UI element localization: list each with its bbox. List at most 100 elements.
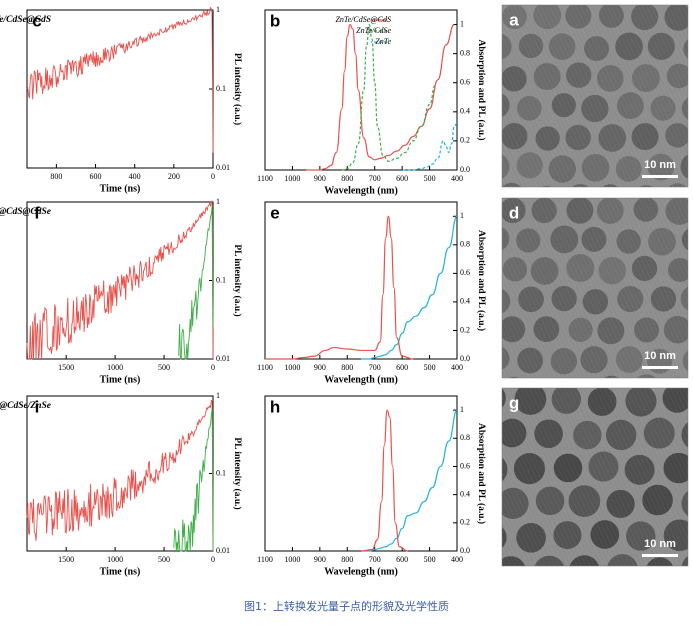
y-tick-label: 0.1 [216, 84, 226, 93]
x-tick-label: 800 [50, 172, 62, 181]
sample-title: ZnTe/CdSe@CdS@CdSe/ZnSe [0, 401, 52, 411]
y-tick-label: 0.4 [460, 297, 470, 306]
legend-entry: ZnTe/CdSe@CdS [335, 15, 391, 24]
plot-frame [26, 395, 214, 552]
y-tick-label: 0.8 [460, 433, 470, 442]
y-axis-label: PL intensity (a.u.) [232, 437, 243, 509]
series-c-0 [26, 6, 214, 153]
y-axis-label: PL intensity (a.u.) [232, 53, 243, 125]
plot-frame [26, 201, 214, 360]
x-tick-label: 1100 [257, 363, 273, 372]
nanocrystal [466, 185, 491, 210]
scale-bar [642, 554, 678, 557]
panel-letter-f: f [34, 203, 40, 222]
chart-panel-b: 400 500 600 700 800 900 1000 1100 0.0 0.2 0.4 0.6 0.… [257, 9, 487, 196]
panel-letter-e: e [270, 203, 279, 222]
series-f-1 [178, 205, 214, 360]
scale-bar-label: 10 nm [644, 538, 676, 550]
x-axis-label: Time (ns) [100, 183, 141, 194]
panel-letter-h: h [270, 397, 280, 416]
chart-panel-e: 400 500 600 700 800 900 1000 1100 0.0 0.2 0.4 0.6 0.… [257, 201, 487, 385]
y-tick-label: 0.1 [216, 468, 226, 477]
x-tick-label: 900 [314, 363, 326, 372]
series-e-0 [361, 215, 458, 360]
y-axis-label: Absorption and PL (a.u.) [476, 230, 487, 331]
scale-bar [642, 175, 678, 178]
nanocrystal [466, 198, 492, 224]
x-tick-label: 900 [314, 555, 326, 564]
x-tick-label: 500 [158, 555, 170, 564]
x-tick-label: 400 [451, 363, 463, 372]
x-tick-label: 1500 [58, 555, 74, 564]
series-i-1 [173, 408, 214, 552]
y-tick-label: 1 [216, 197, 220, 206]
y-tick-label: 1 [216, 5, 220, 14]
x-tick-label: 600 [396, 363, 408, 372]
x-tick-label: 1000 [107, 363, 123, 372]
y-axis-label: Absorption and PL (a.u.) [476, 423, 487, 524]
nanocrystal [462, 555, 491, 584]
scale-bar [642, 366, 678, 369]
plot-frame [264, 201, 458, 360]
series-i-0 [26, 399, 214, 552]
charts: 400500600700800900100011000.00.20.40.60.… [0, 5, 487, 577]
x-tick-label: 1000 [284, 174, 300, 183]
y-tick-label: 0.0 [460, 165, 470, 174]
y-tick-label: 0.2 [460, 136, 470, 145]
figure-caption: 图1：上转换发光量子点的形貌及光学性质 [244, 600, 449, 613]
chart-panel-i: 0 500 1000 1500 0.01 0.1 1 Time (ns) PL intensit… [0, 391, 243, 577]
series-b-2 [402, 122, 458, 171]
sample-title: ZnTe/CdSe@CdS@CdSe [0, 207, 52, 217]
chart-panel-f: 0 500 1000 1500 0.01 0.1 1 Time (ns) PL intensit… [0, 197, 243, 385]
x-tick-label: 0 [211, 363, 215, 372]
y-tick-label: 0.8 [460, 48, 470, 57]
x-tick-label: 400 [451, 555, 463, 564]
y-tick-label: 0.6 [460, 461, 470, 470]
panel-letter-c: c [32, 11, 41, 30]
plot-frame [264, 395, 458, 552]
y-tick-label: 0.4 [460, 489, 470, 498]
tem-frame [501, 197, 689, 379]
x-tick-label: 600 [396, 555, 408, 564]
x-tick-label: 600 [90, 172, 102, 181]
y-tick-label: 0.0 [460, 546, 470, 555]
x-tick-label: 400 [129, 172, 141, 181]
x-tick-label: 800 [341, 555, 353, 564]
plot-frame [264, 9, 458, 171]
sample-title: ZnTe/CdSe@CdS [0, 15, 51, 25]
lattice-fringes [502, 388, 688, 566]
nanocrystal [440, 388, 469, 417]
x-tick-label: 1100 [257, 555, 273, 564]
x-tick-label: 400 [451, 174, 463, 183]
legend-entry: ZnTe [375, 37, 391, 46]
y-tick-label: 0.01 [216, 163, 230, 172]
y-tick-label: 1 [460, 211, 464, 220]
series-f-0 [26, 200, 214, 360]
tem-image-a: 10 nm a [466, 4, 689, 210]
x-axis-label: Wavelength (nm) [324, 374, 398, 385]
series-h-1 [360, 409, 408, 552]
scale-bar-label: 10 nm [644, 350, 676, 362]
x-tick-label: 200 [168, 172, 180, 181]
series-h-0 [361, 409, 458, 552]
x-tick-label: 700 [369, 363, 381, 372]
x-tick-label: 500 [424, 174, 436, 183]
series-b-0 [306, 23, 455, 171]
plot-frame [26, 9, 214, 169]
x-tick-label: 1100 [257, 174, 273, 183]
x-tick-label: 1000 [107, 555, 123, 564]
y-tick-label: 0.6 [460, 78, 470, 87]
tem-frame [501, 4, 689, 188]
x-tick-label: 500 [424, 363, 436, 372]
tem-images: 10 nm a 10 nm d 10 nm g [440, 4, 689, 584]
x-axis-label: Time (ns) [100, 566, 141, 577]
chart-panel-h: 400 500 600 700 800 900 1000 1100 0.0 0.2 0.4 0.6 0.… [257, 395, 487, 577]
x-tick-label: 0 [211, 555, 215, 564]
y-tick-label: 0.2 [460, 325, 470, 334]
x-tick-label: 1000 [284, 555, 300, 564]
panel-letter-i: i [35, 397, 40, 416]
x-axis-label: Wavelength (nm) [324, 185, 398, 196]
y-tick-label: 0.8 [460, 240, 470, 249]
tem-image-g: 10 nm g [440, 387, 689, 584]
